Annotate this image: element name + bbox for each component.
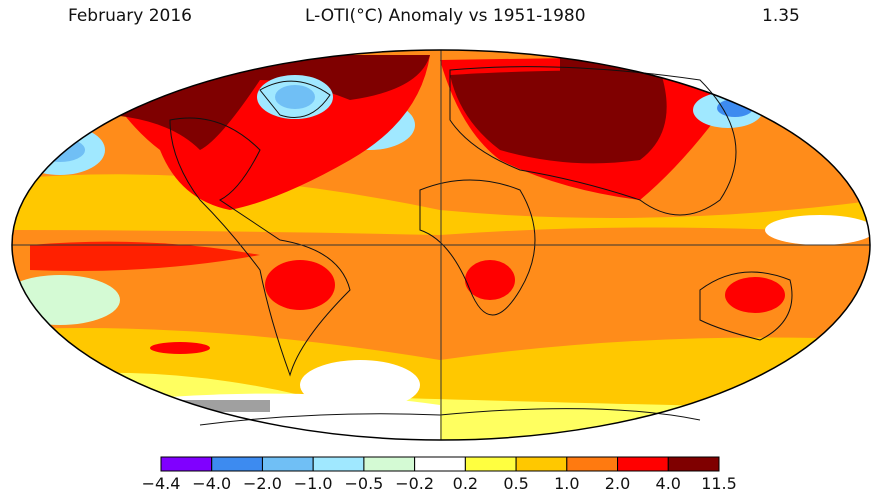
colorbar-tick-label: 2.0 — [604, 474, 631, 493]
date-label: February 2016 — [68, 6, 192, 26]
colorbar-segment — [414, 456, 466, 472]
anomaly-blob — [300, 360, 420, 410]
colorbar-segment — [464, 456, 517, 472]
anomaly-greenland — [275, 85, 315, 109]
colorbar-tick-label: −0.5 — [344, 474, 384, 493]
colorbar-segment — [160, 456, 213, 472]
map-border — [11, 49, 871, 441]
colorbar-segment — [566, 456, 619, 472]
colorbar-segment — [363, 456, 416, 472]
colorbar-tick-label: 1.0 — [554, 474, 580, 493]
colorbar-tick-label: 0.2 — [452, 474, 479, 493]
colorbar-tick-label: −4.0 — [192, 474, 232, 493]
temperature-anomaly-map — [11, 49, 871, 441]
colorbar-segment — [261, 456, 314, 472]
colorbar-tick-label: −1.0 — [293, 474, 333, 493]
colorbar-segment — [211, 456, 263, 472]
global-mean-value: 1.35 — [762, 6, 800, 26]
colorbar-segment — [667, 456, 720, 472]
colorbar-tick-label: −4.4 — [141, 474, 181, 493]
map-title: L-OTI(°C) Anomaly vs 1951-1980 — [305, 6, 586, 26]
colorbar-tick-label: 0.5 — [503, 474, 529, 493]
anomaly-blob — [765, 215, 870, 245]
anomaly-africa — [465, 260, 515, 300]
colorbar-tick-label: −0.2 — [395, 474, 435, 493]
anomaly-south-america — [265, 260, 335, 310]
colorbar-tick-label: 11.5 — [701, 474, 737, 493]
colorbar-segment — [312, 456, 365, 472]
colorbar-segment — [617, 456, 669, 472]
anomaly-australia — [725, 277, 785, 313]
anomaly-pacific — [30, 241, 260, 271]
colorbar-tick-label: −2.0 — [243, 474, 282, 493]
coastlines — [169, 66, 793, 426]
anomaly-siberia — [450, 70, 667, 164]
colorbar-segment — [515, 456, 568, 472]
colorbar-tick-label: 4.0 — [655, 474, 681, 493]
anomaly-blob — [150, 342, 210, 354]
